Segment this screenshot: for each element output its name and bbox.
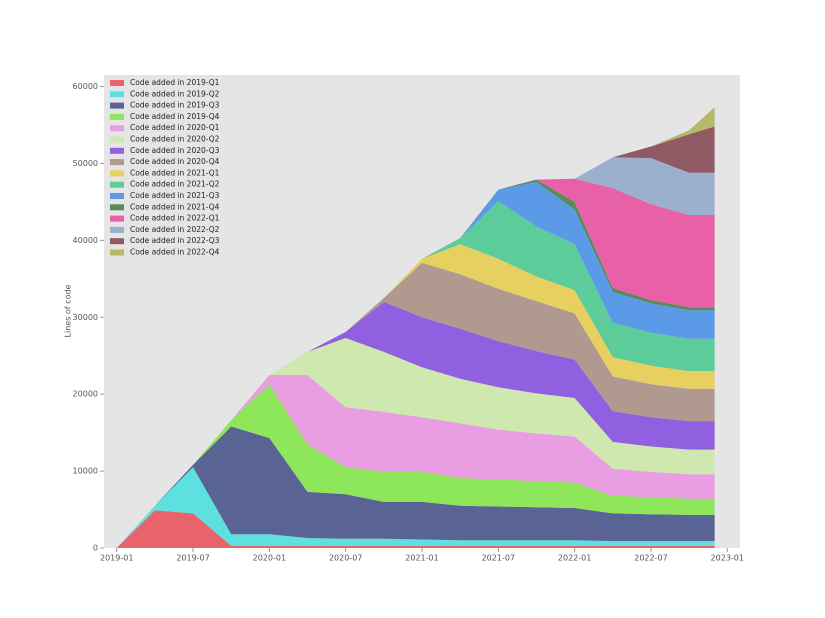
x-tick-label: 2023-01	[711, 554, 744, 563]
legend-label: Code added in 2022-Q3	[130, 236, 220, 245]
x-tick-label: 2021-07	[482, 554, 515, 563]
area	[116, 157, 715, 549]
area	[116, 301, 715, 548]
area	[116, 262, 715, 548]
y-axis-label: Lines of code	[64, 284, 73, 337]
y-tick-label: 40000	[73, 236, 98, 245]
legend-swatch	[110, 113, 124, 120]
legend-label: Code added in 2019-Q2	[130, 89, 220, 98]
legend-label: Code added in 2021-Q1	[130, 168, 220, 177]
area	[116, 375, 715, 548]
legend-label: Code added in 2020-Q2	[130, 135, 220, 144]
legend-swatch	[110, 147, 124, 154]
areas	[116, 107, 715, 549]
legend-label: Code added in 2021-Q2	[130, 180, 220, 189]
legend-label: Code added in 2019-Q3	[130, 101, 220, 110]
legend-swatch	[110, 80, 124, 86]
legend-label: Code added in 2021-Q3	[130, 191, 220, 200]
y-tick-label: 0	[93, 544, 98, 553]
legend-label: Code added in 2021-Q4	[130, 202, 220, 211]
y-tick-label: 50000	[73, 159, 98, 168]
legend-label: Code added in 2022-Q1	[130, 214, 220, 223]
legend-swatch	[110, 91, 124, 98]
area	[116, 510, 715, 548]
legend-swatch	[110, 204, 124, 211]
legend-label: Code added in 2020-Q4	[130, 157, 220, 166]
legend-label: Code added in 2020-Q3	[130, 146, 220, 155]
legend-swatch	[110, 125, 124, 132]
x-tick-label: 2021-01	[405, 554, 438, 563]
x-tick-label: 2020-01	[253, 554, 286, 563]
legend-label: Code added in 2019-Q4	[130, 112, 220, 121]
legend-label: Code added in 2019-Q1	[130, 78, 220, 87]
x-tick-label: 2022-01	[558, 554, 591, 563]
y-tick-label: 60000	[73, 82, 98, 91]
legend-label: Code added in 2022-Q2	[130, 225, 220, 234]
area	[116, 338, 715, 548]
legend-swatch	[110, 181, 124, 188]
y-tick-label: 10000	[73, 467, 98, 476]
area	[116, 384, 715, 548]
legend-swatch	[110, 249, 124, 256]
legend-label: Code added in 2020-Q1	[130, 123, 220, 132]
x-tick-label: 2019-07	[176, 554, 209, 563]
y-tick-label: 30000	[73, 313, 98, 322]
legend-label: Code added in 2022-Q4	[130, 248, 220, 257]
legend-swatch	[110, 170, 124, 177]
legend-swatch	[110, 136, 124, 143]
legend-swatch	[110, 215, 124, 222]
x-tick-label: 2019-01	[100, 554, 133, 563]
legend-swatch	[110, 159, 124, 166]
legend-swatch	[110, 226, 124, 233]
x-tick-label: 2022-07	[634, 554, 667, 563]
area	[116, 178, 715, 549]
legend-swatch	[110, 102, 124, 109]
x-tick-label: 2020-07	[329, 554, 362, 563]
y-tick-label: 20000	[73, 390, 98, 399]
legend-swatch	[110, 193, 124, 199]
area	[116, 426, 715, 548]
legend-swatch	[110, 238, 124, 245]
